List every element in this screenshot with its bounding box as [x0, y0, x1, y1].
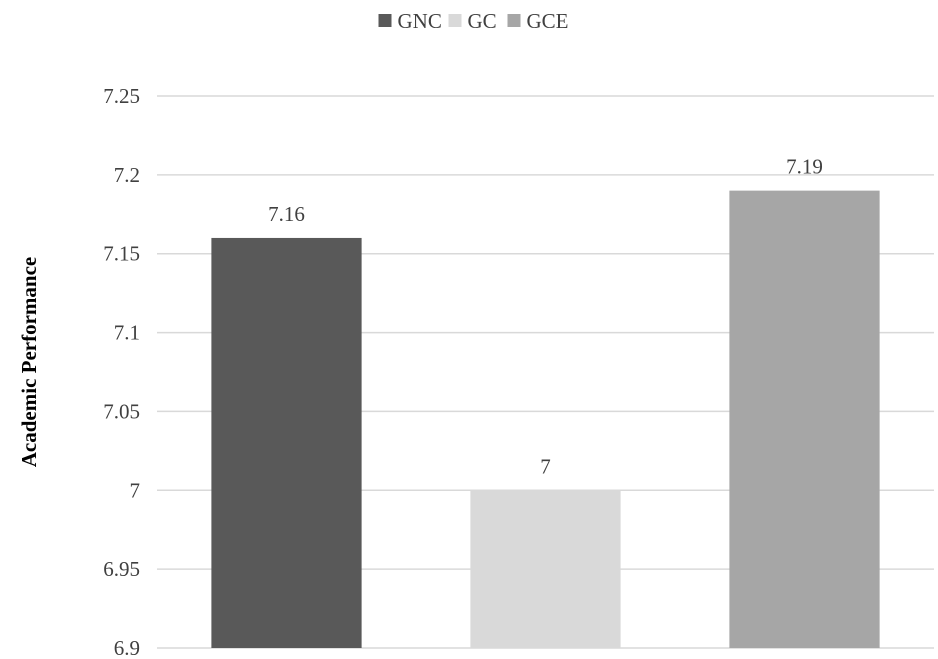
- y-axis-ticks: 6.9 6.95 7 7.05 7.1 7.15 7.2 7.25: [103, 84, 140, 659]
- y-tick-label: 7.25: [103, 84, 140, 108]
- y-tick-label: 7.15: [103, 242, 140, 266]
- data-label-gce: 7.19: [786, 155, 823, 179]
- bar-gc: [470, 490, 621, 648]
- y-tick-label: 7: [130, 478, 141, 502]
- data-label-gc: 7: [540, 454, 551, 478]
- y-tick-label: 7.2: [114, 163, 140, 187]
- legend-swatch-gnc: [378, 14, 392, 27]
- y-axis-label: Academic Performance: [17, 257, 41, 467]
- legend: GNC GC GCE: [378, 9, 569, 33]
- legend-label-gc: GC: [468, 9, 497, 33]
- bar-gnc: [211, 237, 362, 648]
- data-labels: 7.16 7 7.19: [268, 155, 823, 479]
- y-tick-label: 6.9: [114, 636, 140, 659]
- y-tick-label: 7.05: [103, 399, 140, 423]
- legend-swatch-gce: [507, 14, 521, 27]
- y-tick-label: 6.95: [103, 557, 140, 581]
- legend-label-gnc: GNC: [398, 9, 442, 33]
- legend-label-gce: GCE: [527, 9, 569, 33]
- bars: [211, 190, 880, 648]
- legend-swatch-gc: [448, 14, 462, 27]
- y-tick-label: 7.1: [114, 321, 140, 345]
- bar-gce: [729, 190, 880, 648]
- data-label-gnc: 7.16: [268, 202, 305, 226]
